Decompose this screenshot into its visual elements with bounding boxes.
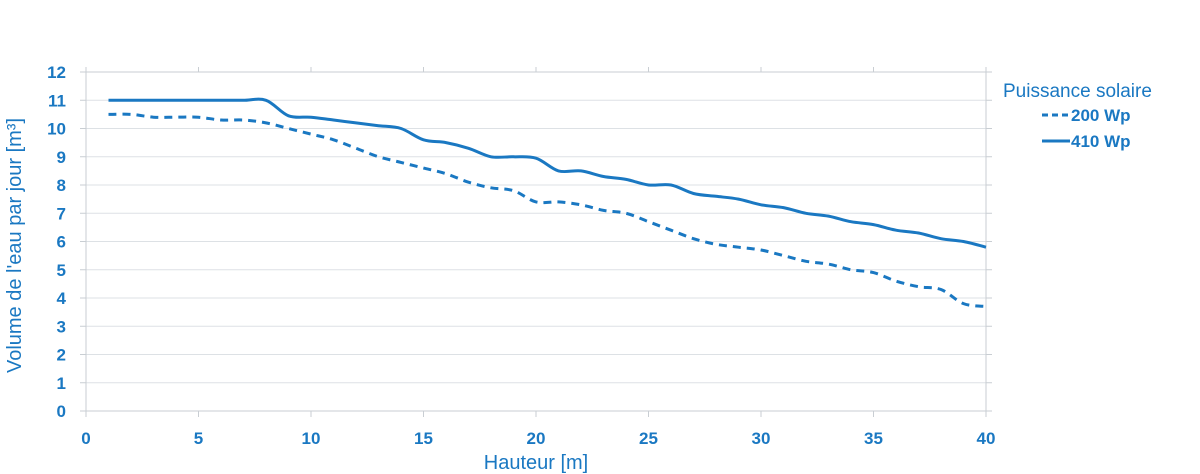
x-tick-label: 0 <box>81 429 90 448</box>
legend-items: 200 Wp 410 Wp <box>1042 106 1131 151</box>
grid <box>86 99 986 384</box>
legend: Puissance solaire 200 Wp 410 Wp <box>1003 81 1152 151</box>
x-tick-label: 15 <box>414 429 433 448</box>
y-axis-title: Volume de l'eau par jour [m³] <box>4 118 26 373</box>
x-tick-label: 10 <box>302 429 321 448</box>
y-tick-label: 6 <box>57 233 66 252</box>
legend-label-2: 410 Wp <box>1071 132 1131 151</box>
y-tick-label: 2 <box>57 346 66 365</box>
x-axis-title: Hauteur [m] <box>484 452 588 474</box>
y-tick-label: 5 <box>57 261 66 280</box>
x-tick-label: 40 <box>977 429 996 448</box>
y-tick-label: 7 <box>57 204 66 223</box>
y-tick-label: 1 <box>57 374 66 393</box>
y-tick-label: 8 <box>57 176 66 195</box>
series-line-1 <box>108 112 987 308</box>
y-tick-label: 12 <box>47 63 66 82</box>
legend-title: Puissance solaire <box>1003 81 1152 102</box>
legend-label-1: 200 Wp <box>1071 106 1131 125</box>
x-tick-label: 25 <box>639 429 658 448</box>
series-line-2 <box>108 97 987 249</box>
y-tick-label: 3 <box>57 317 66 336</box>
y-tick-label: 9 <box>57 148 66 167</box>
y-tick-label: 11 <box>48 91 66 110</box>
x-tick-label: 20 <box>527 429 546 448</box>
y-tick-label: 0 <box>57 402 66 421</box>
x-tick-label: 35 <box>864 429 883 448</box>
series-lines <box>108 97 987 308</box>
x-tick-label: 30 <box>752 429 771 448</box>
y-tick-label: 4 <box>57 289 67 308</box>
y-tick-label: 10 <box>47 120 66 139</box>
x-tick-label: 5 <box>194 429 203 448</box>
